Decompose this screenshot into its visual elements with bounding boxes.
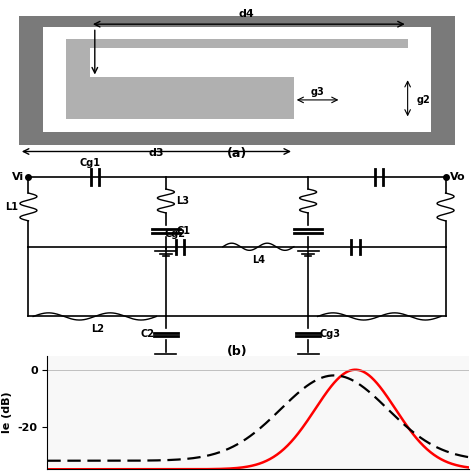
Bar <box>294 77 408 119</box>
Y-axis label: le (dB): le (dB) <box>2 392 12 433</box>
Text: Cg3: Cg3 <box>320 329 341 339</box>
Text: g2: g2 <box>417 95 431 105</box>
Bar <box>19 16 455 145</box>
Bar <box>66 39 90 119</box>
Text: L3: L3 <box>176 196 189 206</box>
Text: C2: C2 <box>140 329 154 339</box>
Text: Cg2: Cg2 <box>165 229 186 239</box>
Text: L2: L2 <box>91 324 104 334</box>
Text: d3: d3 <box>149 148 164 158</box>
Text: Vi: Vi <box>11 172 24 182</box>
Text: g3: g3 <box>310 87 325 97</box>
Text: d4: d4 <box>238 9 255 19</box>
Bar <box>90 48 408 77</box>
Text: (b): (b) <box>227 345 247 358</box>
Bar <box>66 39 408 119</box>
Text: Cg1: Cg1 <box>80 158 100 168</box>
Text: Vo: Vo <box>450 172 466 182</box>
Text: L1: L1 <box>5 202 18 212</box>
Text: L4: L4 <box>252 255 265 264</box>
Text: (a): (a) <box>227 146 247 160</box>
Text: C1: C1 <box>176 226 191 236</box>
Bar <box>43 27 431 132</box>
